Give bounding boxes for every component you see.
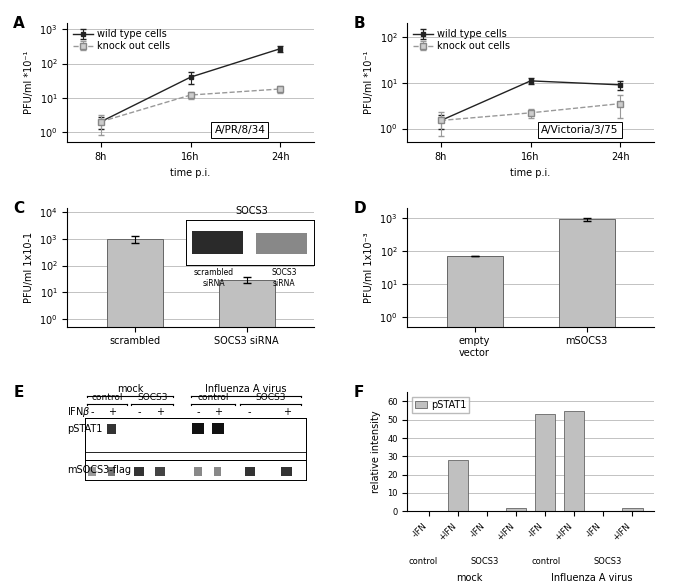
Text: control: control [91,393,123,403]
Y-axis label: PFU/ml *10⁻¹: PFU/ml *10⁻¹ [364,51,373,114]
Bar [194,467,202,476]
Text: SOCS3: SOCS3 [236,206,268,216]
Bar [106,239,162,581]
Bar [564,411,584,511]
Text: SOCS3
siRNA: SOCS3 siRNA [272,268,297,288]
Text: +: + [282,407,290,417]
Bar [107,424,116,434]
Text: SOCS3: SOCS3 [137,393,168,403]
Bar [85,418,307,460]
Text: +: + [214,407,222,417]
Bar [559,219,615,581]
Text: mock: mock [117,384,144,394]
Text: control: control [408,557,437,565]
Text: SOCS3: SOCS3 [255,393,286,403]
Bar [134,467,144,476]
Text: -: - [248,407,251,417]
X-axis label: time p.i.: time p.i. [171,167,211,178]
Bar [447,256,503,581]
Text: F: F [353,385,363,400]
Text: -: - [196,407,200,417]
Y-axis label: PFU/ml *10⁻¹: PFU/ml *10⁻¹ [24,51,34,114]
Text: A: A [13,16,25,31]
Bar [108,467,115,476]
Text: -: - [137,407,141,417]
Y-axis label: relative intensity: relative intensity [371,410,381,493]
X-axis label: time p.i.: time p.i. [510,167,551,178]
Bar [506,508,526,511]
Text: D: D [353,200,366,216]
Text: control: control [197,393,228,403]
Text: SOCS3: SOCS3 [470,557,499,565]
Text: control: control [531,557,561,565]
Text: A/Victoria/3/75: A/Victoria/3/75 [541,125,619,135]
Bar [622,508,642,511]
Legend: pSTAT1: pSTAT1 [412,397,469,413]
Text: C: C [13,200,24,216]
Text: mSOCS3-flag: mSOCS3-flag [67,465,131,475]
Bar [281,467,293,476]
Bar [218,279,274,581]
Bar [155,467,164,476]
Text: scrambled
siRNA: scrambled siRNA [194,268,234,288]
Bar [245,467,255,476]
Text: Influenza A virus: Influenza A virus [206,384,286,394]
Legend: wild type cells, knock out cells: wild type cells, knock out cells [72,28,171,52]
Text: +: + [108,407,116,417]
Bar [88,467,96,476]
Bar [192,423,204,434]
Text: IFN$\beta$: IFN$\beta$ [67,405,91,419]
Bar [535,414,555,511]
Text: -: - [90,407,94,417]
Legend: wild type cells, knock out cells: wild type cells, knock out cells [412,28,510,52]
Text: +: + [156,407,164,417]
Text: SOCS3: SOCS3 [593,557,622,565]
Bar [448,460,468,511]
Text: B: B [353,16,365,31]
Y-axis label: PFU/ml 1x10⁻³: PFU/ml 1x10⁻³ [364,232,373,303]
Bar [214,467,221,476]
Bar [212,423,224,434]
Y-axis label: PFU/ml 1x10-1: PFU/ml 1x10-1 [24,232,34,303]
Text: Influenza A virus: Influenza A virus [551,573,633,581]
Text: E: E [13,385,24,400]
Text: mock: mock [456,573,482,581]
Text: pSTAT1: pSTAT1 [67,424,102,433]
Text: A/PR/8/34: A/PR/8/34 [214,125,266,135]
